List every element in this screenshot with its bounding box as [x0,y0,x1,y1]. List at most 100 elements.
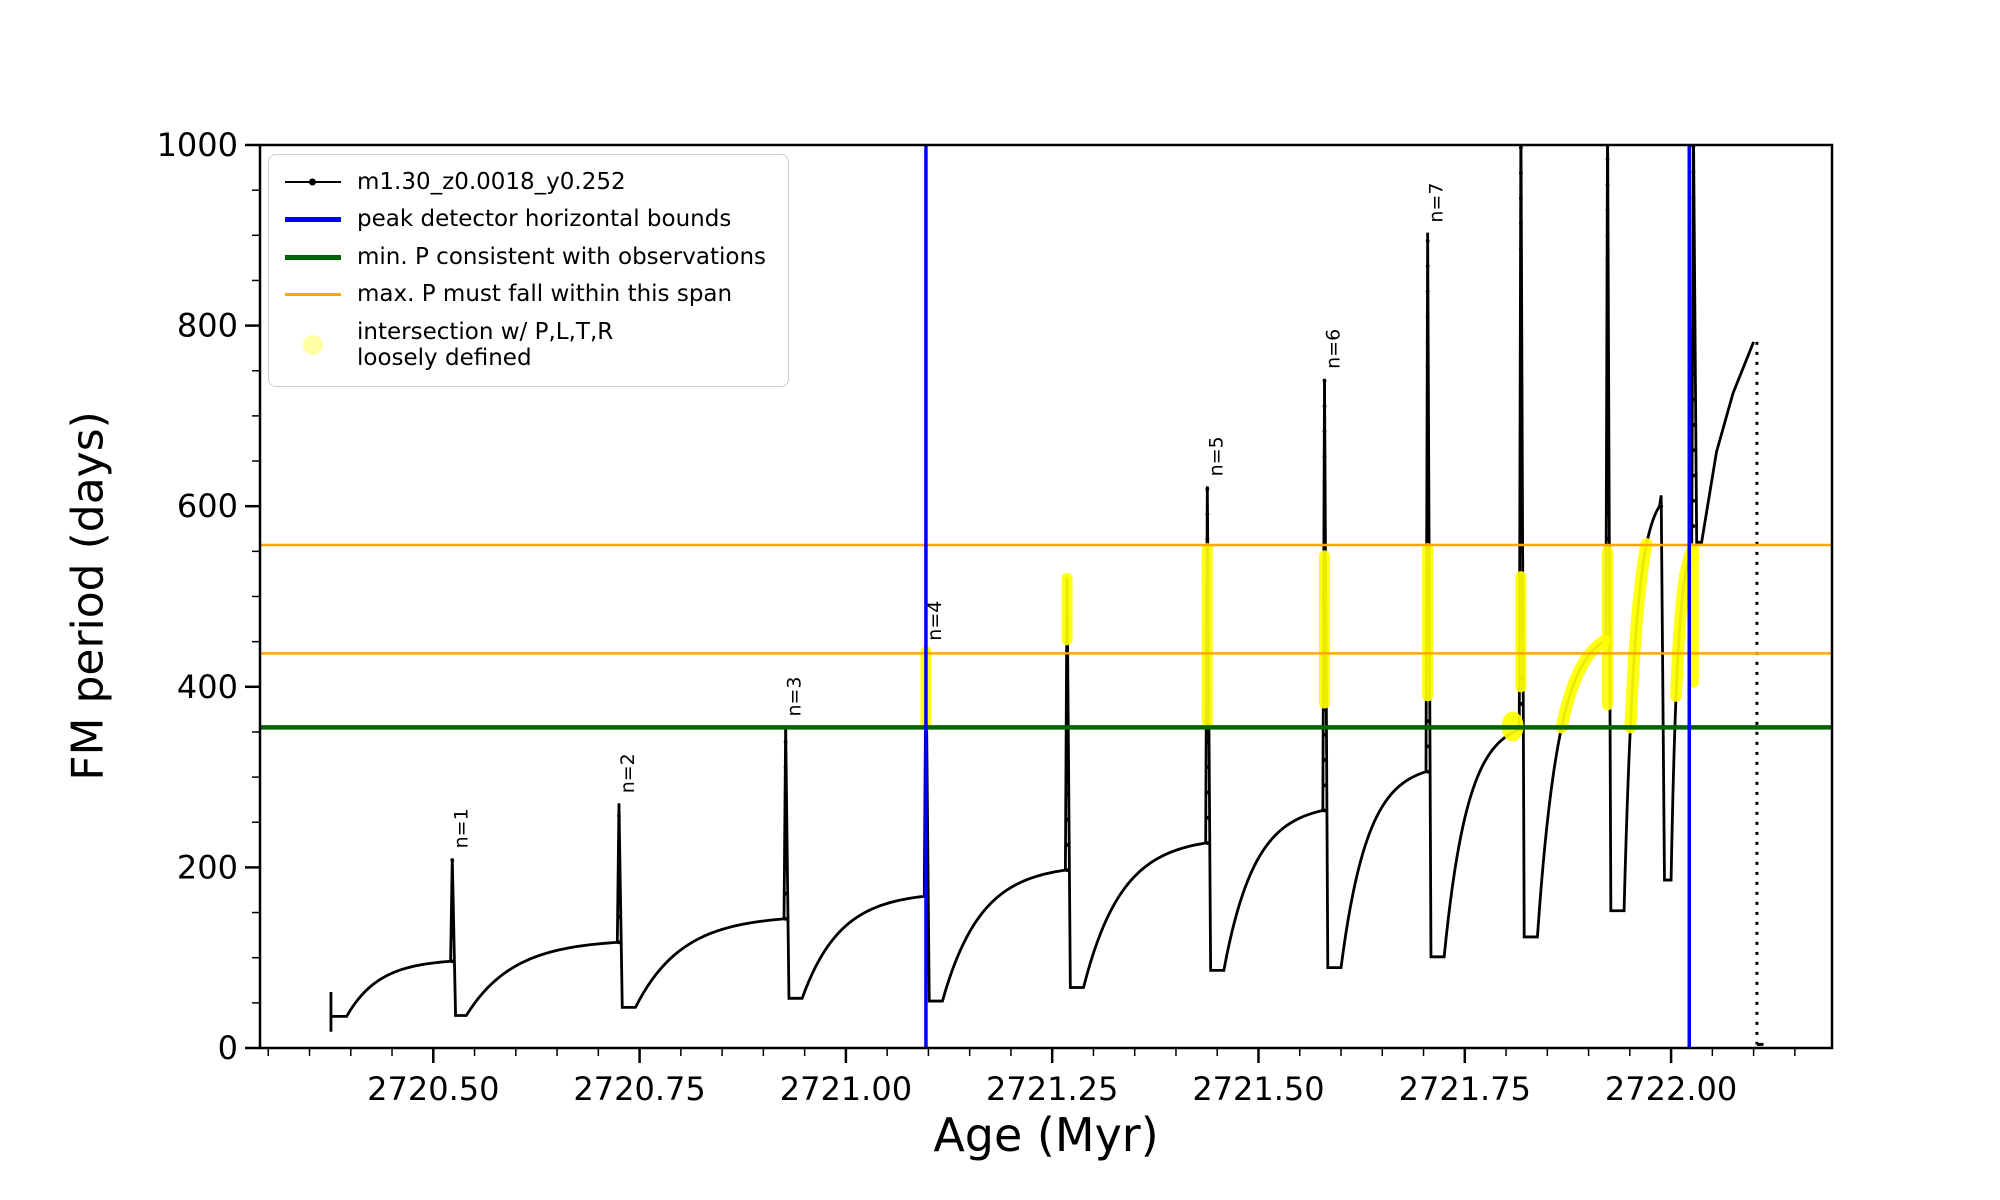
series-marker [1519,499,1523,504]
series-marker [1605,486,1610,491]
series-marker [1691,498,1696,503]
series-marker [1425,744,1430,749]
x-tick-label: 2721.00 [780,1070,912,1108]
series-marker [1065,792,1069,797]
series-marker [1322,479,1327,484]
series-marker [1691,246,1696,250]
x-tick-label: 2721.50 [1192,1070,1324,1108]
spike-annotation: n=5 [1205,436,1227,476]
x-tick-label: 2720.50 [367,1070,499,1108]
series-marker [1205,487,1210,491]
series-marker [1065,817,1069,822]
series-marker [1322,530,1327,535]
series-marker [1065,868,1069,873]
series-marker [783,891,788,896]
series-marker [1519,702,1523,706]
spike-annotation: n=1 [450,808,472,848]
series-marker [1065,842,1069,847]
series-marker [617,940,621,945]
series-marker [1065,716,1069,721]
series-marker [1659,504,1664,509]
series-marker [1691,195,1696,200]
series-marker [783,866,788,871]
legend-item-label: max. P must fall within this span [357,281,733,308]
series-marker [1691,397,1696,402]
series-marker [1605,410,1610,415]
y-tick-label: 800 [177,307,238,345]
series-marker [1425,516,1430,521]
series-marker [1519,423,1523,428]
series-marker [783,790,788,795]
series-marker [1205,815,1210,820]
series-marker [1691,220,1696,225]
series-marker [1691,296,1696,301]
series-marker [1322,732,1327,737]
series-marker [450,883,455,888]
series-marker [1205,765,1210,770]
x-tick-label: 2721.25 [986,1070,1118,1108]
y-tick-label: 200 [177,848,238,886]
x-tick-label: 2721.75 [1399,1070,1531,1108]
series-marker [1519,171,1523,175]
series-marker [450,934,455,938]
series-marker [1065,665,1069,670]
series-marker [1425,339,1430,344]
series-marker [1605,258,1610,263]
series-marker [1605,511,1610,516]
series-marker [1691,473,1696,478]
series-marker [617,915,621,919]
series-marker [1605,334,1610,339]
spike-annotation: n=7 [1426,183,1448,223]
intersection-arc-segment [1624,538,1653,734]
series-marker [1605,283,1610,288]
series-marker [1605,359,1610,364]
series-marker [1519,196,1523,201]
series-marker [1322,454,1327,459]
series-marker [450,908,455,913]
series-marker [1691,271,1696,276]
series-marker [1519,322,1523,327]
series-marker [1691,448,1696,453]
series-marker [1605,157,1610,162]
legend-line-marker-icon [285,217,341,223]
series-marker [1322,505,1327,510]
series-marker [1205,790,1210,795]
y-axis-label: FM period (days) [62,411,114,781]
series-marker [783,916,788,921]
legend-line-marker-icon [285,293,341,297]
series-marker [1605,536,1610,541]
legend-item-label: peak detector horizontal bounds [357,206,732,233]
series-marker [1691,347,1696,351]
plot-border [258,143,1834,1050]
series-marker [783,765,788,770]
series-marker [1519,272,1523,277]
series-marker [1425,769,1430,774]
intersection-arc-segment [1555,634,1611,734]
series-marker [1322,404,1327,408]
series-marker [783,815,788,820]
series-marker [783,841,788,845]
series-marker [1065,767,1069,771]
series-marker [1205,512,1210,517]
legend-line-marker-icon [285,254,341,260]
series-marker [1519,449,1523,454]
legend-item: intersection w/ P,L,T,R loosely defined [285,319,766,372]
legend-dot-marker-icon [285,335,341,356]
y-tick-label: 400 [177,668,238,706]
series-marker [1605,385,1610,389]
series-marker [1691,423,1696,427]
series-marker [1605,435,1610,440]
series-marker [617,864,621,869]
series-marker [1425,390,1430,395]
series-marker [1205,739,1210,744]
series-marker [1519,348,1523,352]
series-marker [1519,474,1523,479]
series-marker [1425,719,1430,724]
series-marker [1322,758,1327,762]
series-marker [1605,233,1610,238]
series-marker [1519,221,1523,226]
series-marker [617,889,621,894]
series-marker [1605,309,1610,314]
legend-item: max. P must fall within this span [285,281,766,307]
